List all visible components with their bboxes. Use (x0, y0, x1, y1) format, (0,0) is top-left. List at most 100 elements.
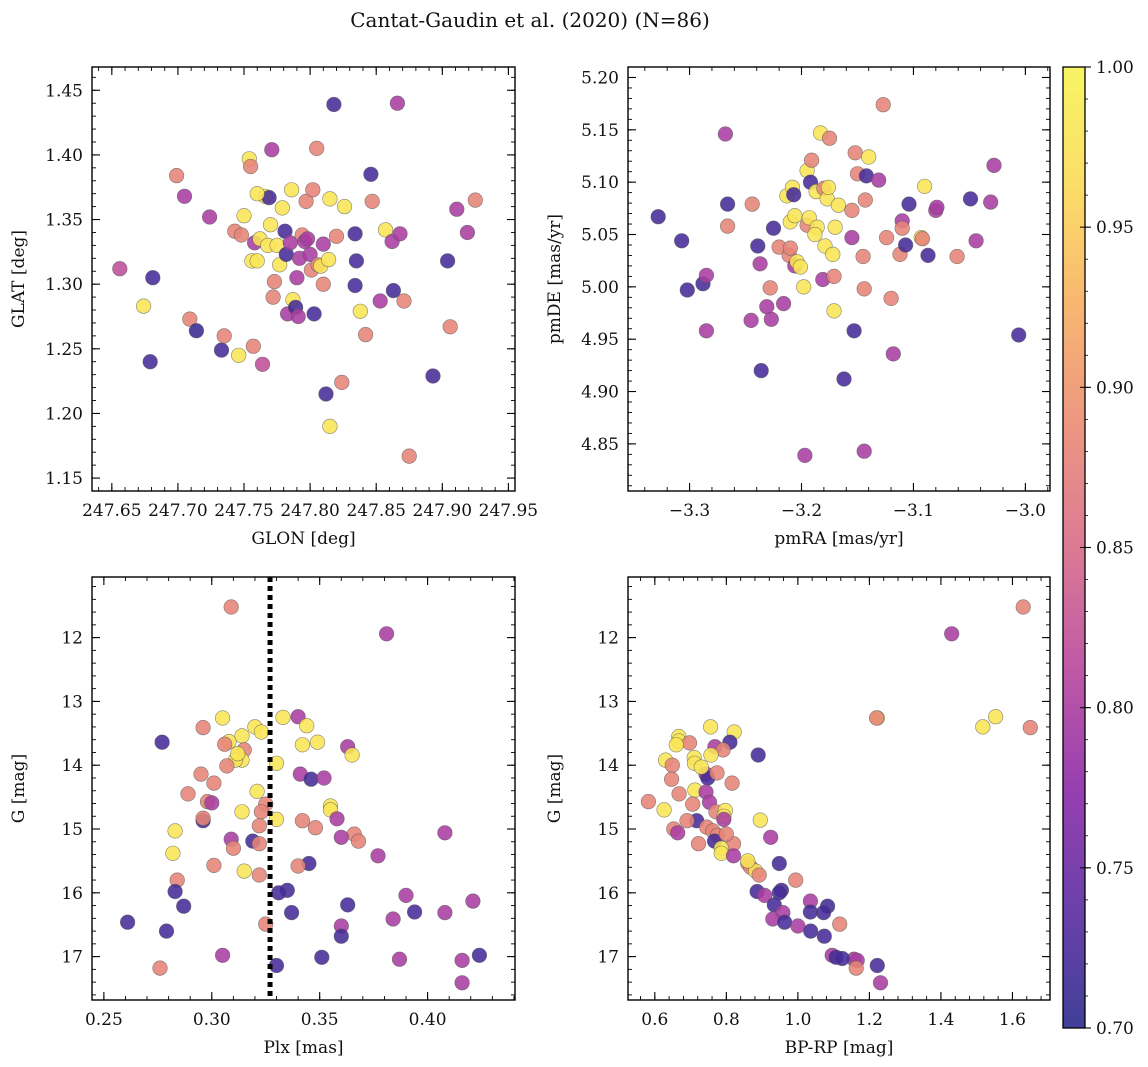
scatter-point (249, 186, 265, 202)
panel-pmra-pmde: −3.3 −3.2 −3.1 −3.0 4.85 4.90 4.95 5.00 5.05 5.10… (545, 66, 1051, 549)
panel-plx-g: 0.25 0.30 0.35 0.40 12 13 14 15 16 17 Plx [mas] G [… (9, 576, 516, 1058)
scatter-point (690, 836, 707, 852)
axes-frame (627, 66, 1051, 492)
scatter-point (234, 804, 250, 820)
scatter-point (807, 226, 823, 243)
scatter-point (344, 747, 360, 763)
scatter-point (268, 755, 285, 771)
colorbar-tick-label: 0.70 (1096, 1019, 1134, 1039)
colorbar-tick-label: 0.90 (1096, 378, 1134, 398)
scatter-point (802, 904, 819, 920)
scatter-point (663, 771, 680, 787)
scatter-point (145, 270, 161, 286)
y-tick-label: 5.20 (581, 68, 619, 88)
x-tick-label: 0.25 (85, 1010, 123, 1030)
scatter-point (264, 142, 280, 158)
ticks (628, 577, 1050, 1000)
scatter-point (826, 303, 842, 319)
scatter-point (309, 734, 326, 750)
scatter-point (751, 867, 767, 883)
scatter-point (875, 97, 891, 113)
scatter-point (251, 867, 267, 883)
scatter-point (775, 296, 792, 312)
scatter-point (437, 904, 453, 921)
scatter-point (340, 897, 356, 913)
scatter-point (821, 130, 838, 146)
colorbar-tick-label: 0.85 (1096, 539, 1134, 559)
y-tick-label: 1.45 (45, 81, 83, 101)
ticks (628, 66, 1050, 491)
scatter-point (440, 253, 456, 269)
x-tick-label: −3.0 (1005, 501, 1046, 521)
scatter-point (826, 268, 842, 285)
x-tick-label: 1.4 (927, 1010, 954, 1030)
scatter-point (719, 196, 736, 212)
scatter-point (848, 960, 864, 976)
scatter-point (358, 327, 374, 343)
scatter-point (740, 853, 756, 869)
scatter-point (348, 253, 365, 269)
scatter-point (681, 735, 698, 751)
scatter-point (377, 222, 394, 238)
scatter-point (986, 157, 1002, 173)
y-tick-label: 13 (597, 692, 619, 712)
x-tick-label: 247.90 (413, 501, 472, 521)
scatter-point (180, 786, 196, 802)
scatter-point (856, 443, 872, 459)
scatter-point (204, 795, 220, 811)
scatter-point (820, 179, 837, 195)
scatter-point (834, 950, 850, 967)
scatter-point (454, 952, 470, 969)
scatter-point (725, 848, 742, 864)
scatter-point (119, 914, 136, 930)
scatter-point (236, 863, 252, 879)
colorbar-tick-label: 0.75 (1096, 859, 1134, 879)
points (112, 95, 483, 464)
scatter-point (391, 951, 408, 967)
scatter-point (231, 347, 247, 363)
scatter-point (314, 949, 330, 965)
scatter-point (670, 825, 686, 841)
scatter-point (329, 811, 345, 827)
scatter-point (465, 893, 481, 909)
y-tick-label: 1.30 (45, 275, 83, 295)
scatter-point (265, 289, 281, 305)
scatter-point (792, 259, 809, 275)
scatter-point (752, 256, 768, 272)
scatter-point (844, 202, 860, 218)
y-tick-label: 4.95 (581, 330, 619, 350)
scatter-point (385, 911, 401, 927)
scatter-point (254, 356, 271, 372)
scatter-point (885, 346, 901, 362)
scatter-point (762, 280, 778, 296)
scatter-point (975, 719, 991, 735)
scatter-point (467, 192, 483, 208)
x-axis-label: Plx [mas] (263, 1038, 343, 1058)
scatter-point (202, 209, 218, 225)
scatter-point (398, 887, 414, 904)
scatter-point (165, 845, 181, 861)
scatter-point (294, 813, 311, 829)
x-tick-label: 0.35 (301, 1010, 339, 1030)
x-tick-label: 1.6 (999, 1010, 1026, 1030)
scatter-point (914, 231, 931, 247)
scatter-point (318, 386, 334, 402)
scatter-point (217, 736, 233, 752)
y-axis-label: pmDE [mas/yr] (545, 214, 565, 344)
scatter-point (763, 829, 779, 845)
scatter-point (268, 811, 285, 828)
scatter-point (234, 728, 250, 744)
y-tick-label: 16 (597, 884, 619, 904)
scatter-point (253, 804, 269, 820)
scatter-point (188, 323, 204, 339)
points (650, 97, 1027, 464)
scatter-point (305, 182, 321, 198)
scatter-point (385, 283, 402, 299)
scatter-point (844, 230, 860, 246)
scatter-point (253, 724, 269, 740)
scatter-point (685, 796, 701, 812)
scatter-point (284, 904, 300, 921)
scatter-point (437, 825, 453, 841)
y-axis-label: GLAT [deg] (9, 230, 29, 328)
scatter-point (136, 298, 152, 314)
